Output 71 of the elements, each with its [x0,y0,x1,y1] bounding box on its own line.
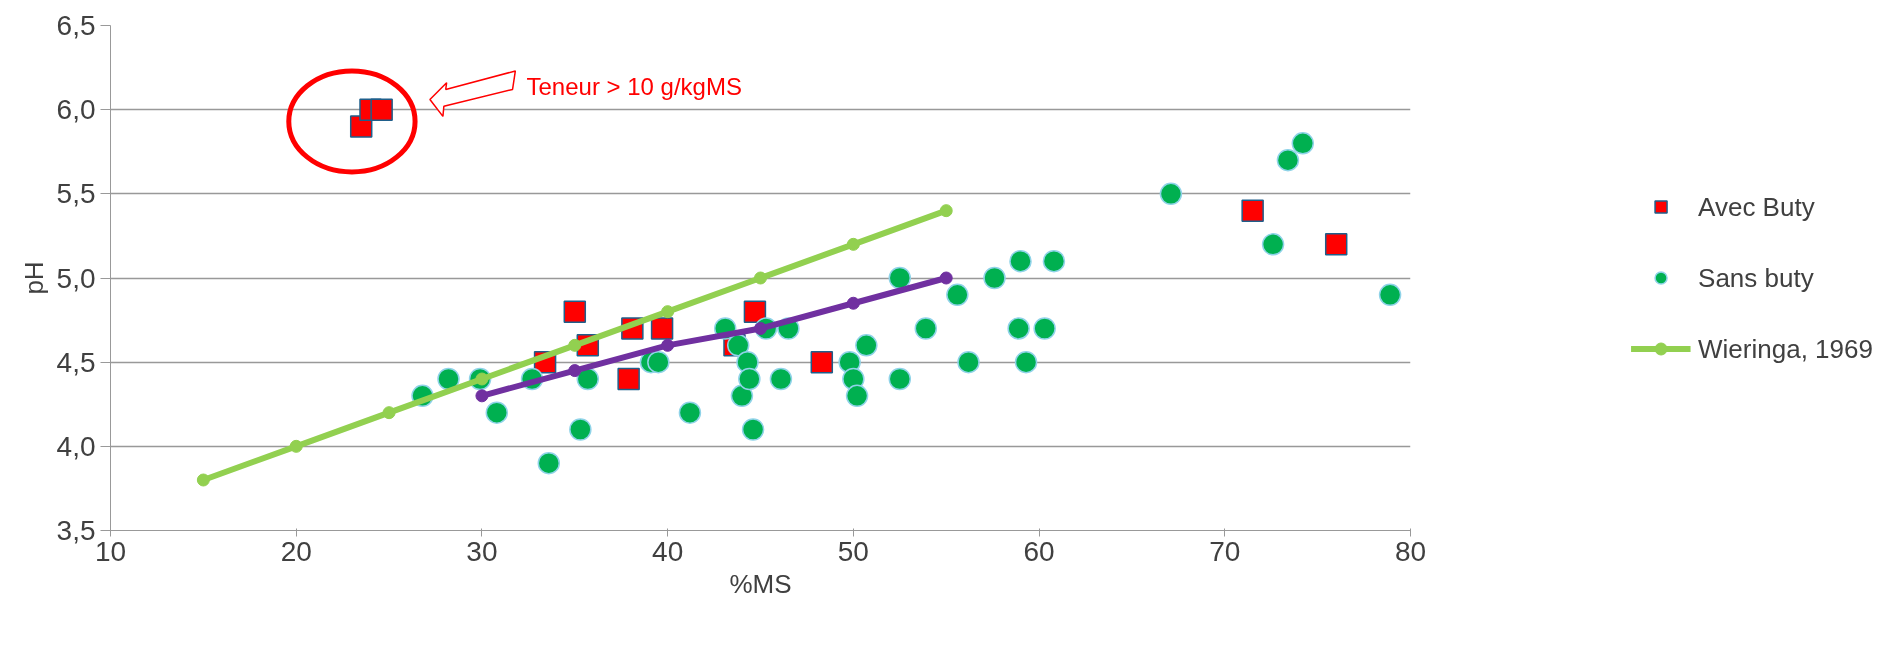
point [1007,317,1030,340]
legend-label: Avec Buty [1698,191,1815,222]
point [650,317,674,340]
y-tick-label: 6,5 [56,10,96,41]
point [563,300,587,323]
point [569,418,592,441]
point [1009,249,1032,273]
point [1378,283,1402,307]
point [370,98,393,121]
point [678,401,702,424]
point [810,350,834,374]
point [485,401,509,424]
point [1276,148,1300,172]
y-tick-label: 4,5 [56,346,96,378]
x-tick-label: 80 [1394,535,1427,567]
annotation: Teneur > 10 g/kgMS [526,72,742,100]
point [1241,199,1264,222]
point [568,364,582,378]
point [845,384,869,408]
point [647,350,670,374]
point [939,204,953,218]
point [1014,350,1038,374]
point [475,389,489,403]
point [1042,249,1066,273]
y-tick-label: 4,0 [56,430,96,462]
point [1291,132,1315,155]
point [289,439,303,453]
y-tick-label: 5,0 [56,262,96,294]
point [1261,233,1285,256]
point [983,266,1006,290]
point [537,451,561,475]
y-axis-title: pH [18,261,49,295]
point [754,271,767,285]
x-tick-label: 10 [94,535,127,567]
x-axis-title: %MS [729,568,792,599]
point [738,367,761,391]
x-tick-label: 30 [466,535,498,567]
point [568,338,582,352]
point [743,300,767,323]
point [661,305,675,319]
y-tick-label: 6,0 [56,94,96,126]
point [846,296,860,310]
point [730,384,754,408]
point [914,317,938,340]
point [769,367,793,391]
point [382,406,396,420]
point [617,367,640,391]
x-tick-label: 20 [280,535,312,567]
point [957,350,980,374]
point [855,334,878,357]
x-tick-label: 40 [652,535,684,567]
point [939,271,953,285]
point [1033,317,1056,340]
x-tick-label: 50 [837,535,869,567]
x-tick-label: 70 [1209,535,1241,567]
point [661,338,675,352]
point [888,266,912,290]
point [946,283,969,307]
y-tick-label: 5,5 [56,178,96,210]
point [1324,233,1348,256]
point [437,367,460,391]
x-tick-label: 60 [1023,535,1055,567]
point [1159,182,1183,206]
point [846,237,860,251]
point [741,418,765,441]
point [888,367,912,391]
point [576,367,600,391]
legend-label: Wieringa, 1969 [1698,333,1873,364]
legend-label: Sans buty [1698,262,1814,293]
point [196,473,210,487]
y-tick-label: 3,5 [56,515,96,546]
